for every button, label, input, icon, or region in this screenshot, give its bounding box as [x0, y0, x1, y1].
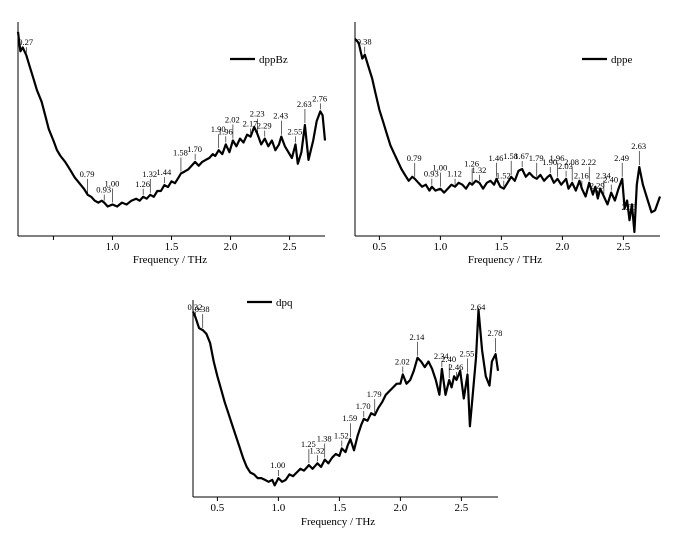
peak-label: 0.38 — [357, 37, 372, 47]
peak-label: 0.93 — [96, 185, 111, 195]
x-tick-label: 1.0 — [106, 241, 120, 253]
x-tick-label: 1.5 — [495, 241, 509, 253]
peak-label: 1.46 — [489, 153, 504, 163]
x-tick-label: 2.5 — [617, 241, 631, 253]
peak-label: 2.34 — [596, 171, 612, 181]
peak-label: 2.63 — [631, 141, 646, 151]
peak-label: 2.55 — [622, 202, 637, 212]
x-axis-label: Frequency / THz — [133, 254, 207, 266]
peak-label: 1.00 — [270, 460, 285, 470]
x-axis-label: Frequency / THz — [468, 254, 542, 266]
chart-panel-dppe: Frequency / THz dppe 0.5 1.0 1.5 2.0 2.5 0.38… — [354, 22, 662, 266]
peak-label: 1.32 — [142, 169, 157, 179]
peak-label: 2.22 — [581, 157, 596, 167]
peak-label: 2.23 — [250, 109, 265, 119]
x-tick-label: 1.0 — [272, 502, 286, 514]
peak-label: 2.76 — [312, 93, 327, 103]
peak-label: 2.16 — [574, 171, 589, 181]
peak-label: 2.02 — [225, 115, 240, 125]
peak-label: 2.55 — [287, 126, 302, 136]
peak-label: 2.29 — [257, 121, 272, 131]
peak-label: 1.26 — [135, 179, 150, 189]
x-tick-label: 2.5 — [455, 502, 469, 514]
peak-label: 2.55 — [460, 348, 475, 358]
x-tick-label: 0.5 — [373, 241, 387, 253]
series-line-dpq — [191, 308, 500, 487]
peak-label: 2.02 — [395, 356, 410, 366]
peak-label: 1.44 — [156, 167, 172, 177]
series-line-dppBz — [16, 31, 327, 208]
peak-label: 2.40 — [441, 354, 456, 364]
x-tick-label: 1.5 — [165, 241, 179, 253]
peak-label: 1.52 — [496, 171, 511, 181]
peak-label: 2.03 — [558, 161, 573, 171]
x-tick-label: 1.0 — [434, 241, 448, 253]
peak-label: 1.96 — [550, 153, 565, 163]
peak-label: 1.32 — [309, 445, 324, 455]
peak-label: 2.78 — [488, 328, 503, 338]
x-tick-label: 2.0 — [394, 502, 408, 514]
peak-label: 2.29 — [590, 181, 605, 191]
peak-label: 1.25 — [301, 439, 316, 449]
peak-label: 1.59 — [342, 413, 357, 423]
peak-label: 2.34 — [434, 351, 450, 361]
peak-label: 1.52 — [334, 430, 349, 440]
peak-label: 0.32 — [187, 302, 202, 312]
peak-label: 2.64 — [470, 302, 486, 312]
peak-label: 1.58 — [503, 151, 518, 161]
x-tick-label: 2.0 — [556, 241, 570, 253]
peak-label: 1.67 — [514, 151, 529, 161]
legend-label: dpq — [276, 297, 293, 309]
peak-label: 2.40 — [603, 175, 618, 185]
x-axis-label: Frequency / THz — [301, 516, 375, 528]
peak-label: 2.46 — [449, 362, 464, 372]
peak-label: 1.00 — [432, 163, 447, 173]
peak-label: 1.96 — [218, 126, 233, 136]
peak-label: 0.27 — [18, 37, 33, 47]
chart-panel-dppBz: Frequency / THz dppBz 1.0 1.5 2.0 2.5 0.27 0.… — [16, 22, 327, 266]
peak-label: 1.00 — [104, 179, 119, 189]
series-line-dppe — [354, 38, 662, 234]
peak-label: 1.90 — [211, 124, 226, 134]
peak-label: 0.79 — [80, 169, 95, 179]
legend-label: dppBz — [259, 54, 288, 66]
peak-label: 2.17 — [243, 119, 258, 129]
x-tick-label: 2.0 — [224, 241, 238, 253]
peak-label: 1.90 — [542, 157, 557, 167]
peak-label: 1.79 — [367, 389, 382, 399]
peak-label: 2.63 — [297, 99, 312, 109]
x-tick-label: 0.5 — [211, 502, 225, 514]
peak-label: 1.70 — [356, 401, 371, 411]
peak-label: 1.38 — [317, 434, 332, 444]
peak-label: 1.12 — [447, 169, 462, 179]
peak-label: 0.93 — [424, 169, 439, 179]
peak-label: 2.49 — [614, 153, 629, 163]
peak-label: 1.58 — [173, 148, 188, 158]
peak-label: 2.14 — [409, 332, 425, 342]
x-tick-label: 2.5 — [283, 241, 297, 253]
peak-label: 1.32 — [471, 165, 486, 175]
peak-label: 0.79 — [407, 153, 422, 163]
chart-panel-dpq: Frequency / THz dpq 0.5 1.0 1.5 2.0 2.5 0.320… — [187, 297, 502, 528]
peak-label: 1.70 — [187, 144, 202, 154]
peak-label: 2.08 — [564, 157, 579, 167]
peak-label: 2.43 — [273, 111, 288, 121]
peak-label: 1.79 — [529, 153, 544, 163]
x-tick-label: 1.5 — [333, 502, 347, 514]
peak-label: 0.38 — [195, 304, 210, 314]
peak-label: 1.26 — [464, 159, 479, 169]
legend-label: dppe — [611, 54, 633, 66]
